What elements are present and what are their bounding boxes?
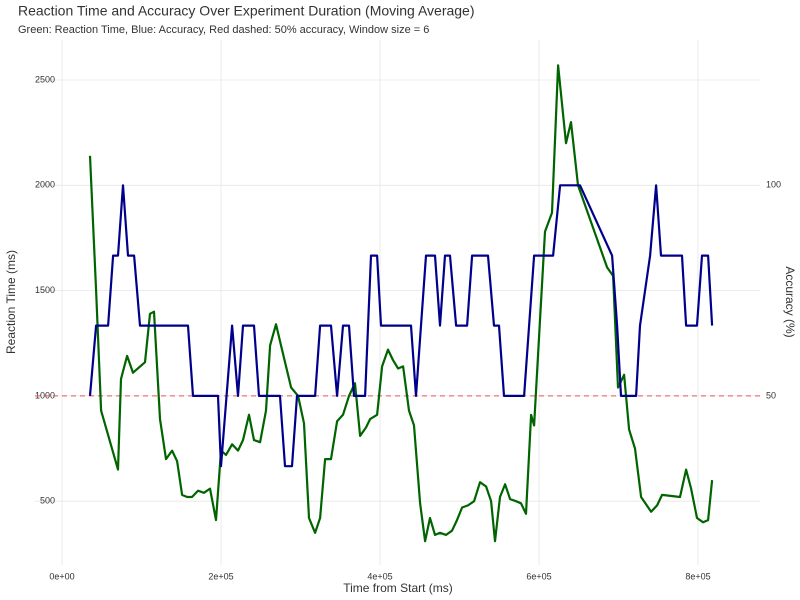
series-line [88, 64, 714, 543]
y2-axis-label: Accuracy (%) [783, 266, 797, 337]
y-axis-label: Reaction Time (ms) [4, 250, 18, 354]
x-tick-label: 2e+05 [208, 571, 233, 581]
x-tick-label: 4e+05 [367, 571, 392, 581]
x-tick-label: 6e+05 [526, 571, 551, 581]
y-tick-label: 500 [40, 496, 55, 506]
y-tick-label: 1500 [35, 285, 55, 295]
x-tick-label: 0e+00 [49, 571, 74, 581]
chart-subtitle: Green: Reaction Time, Blue: Accuracy, Re… [18, 24, 429, 36]
x-axis-label: Time from Start (ms) [343, 581, 453, 595]
y-tick-label: 2000 [35, 180, 55, 190]
y2-tick-label: 100 [766, 180, 781, 190]
y-tick-label: 1000 [35, 390, 55, 400]
y-tick-label: 2500 [35, 74, 55, 84]
series-line [88, 184, 714, 468]
chart-title: Reaction Time and Accuracy Over Experime… [18, 3, 475, 19]
x-tick-label: 8e+05 [685, 571, 710, 581]
y2-tick-label: 50 [766, 390, 776, 400]
